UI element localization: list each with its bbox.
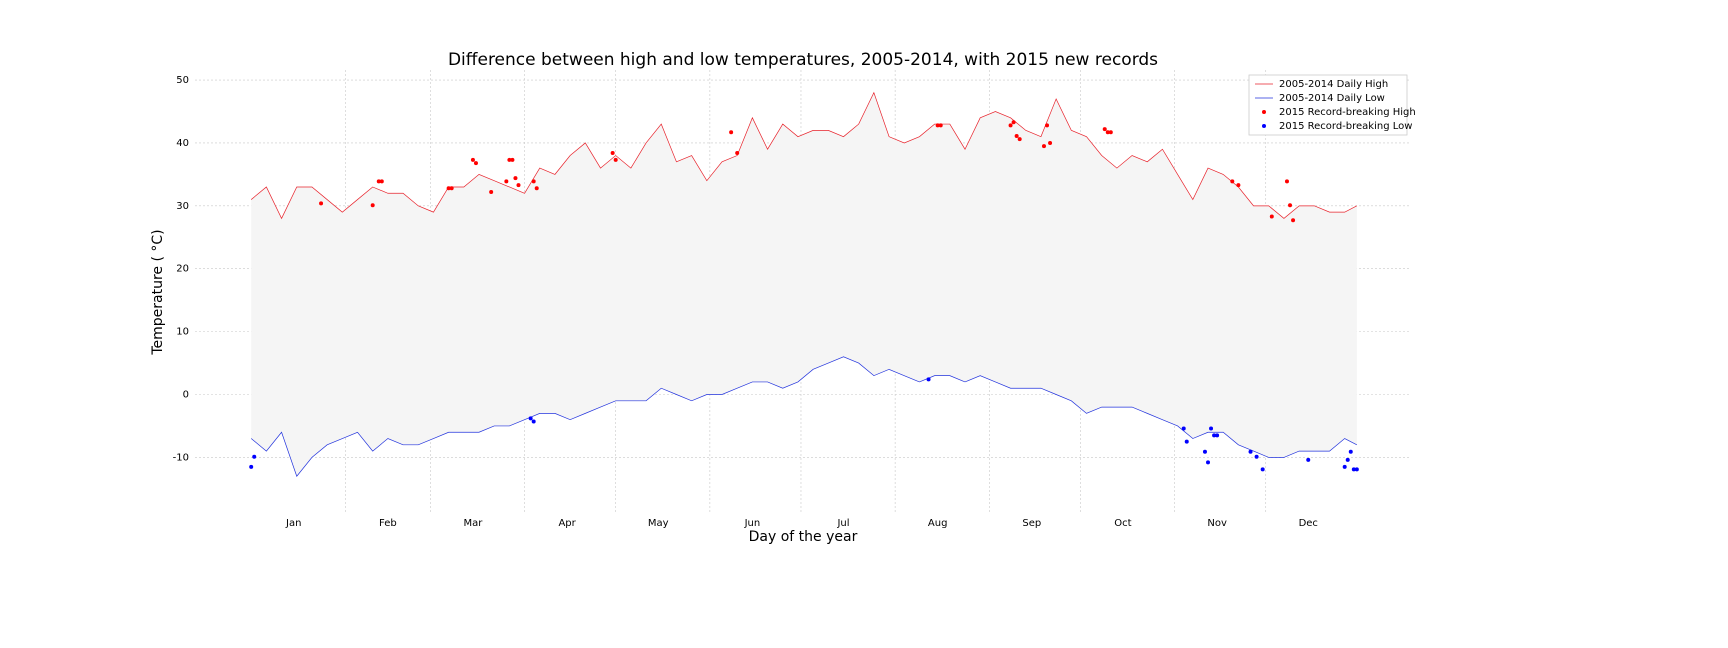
record-point <box>531 179 536 184</box>
record-point <box>1215 433 1220 438</box>
x-tick-label: Mar <box>463 518 483 529</box>
record-point <box>613 157 618 162</box>
record-point <box>504 179 509 184</box>
record-point <box>1348 449 1353 454</box>
record-point <box>510 157 515 162</box>
y-tick-label: 50 <box>176 75 189 86</box>
record-point <box>1108 130 1113 135</box>
record-point <box>1248 449 1253 454</box>
record-point <box>1354 467 1359 472</box>
record-point <box>735 151 740 156</box>
record-point <box>376 179 381 184</box>
y-tick-label: 30 <box>176 201 189 212</box>
x-tick-label: Apr <box>558 518 576 529</box>
record-point <box>1230 179 1235 184</box>
record-point <box>252 454 257 459</box>
record-point <box>534 186 539 191</box>
y-axis-label: Temperature ( °C) <box>150 229 166 355</box>
record-point <box>1014 134 1019 139</box>
record-point <box>1236 183 1241 188</box>
line <box>250 356 1358 477</box>
record-point <box>379 179 384 184</box>
y-tick-label: 20 <box>176 264 189 275</box>
y-tick-label: 10 <box>176 327 189 338</box>
x-tick-label: Dec <box>1299 518 1318 529</box>
line <box>250 91 1358 220</box>
legend-label: 2015 Record-breaking Low <box>1279 121 1412 132</box>
record-point <box>319 201 324 206</box>
record-point <box>729 130 734 135</box>
record-point <box>935 123 940 128</box>
x-tick-label: Jan <box>285 518 301 529</box>
record-point <box>1045 123 1050 128</box>
record-point <box>1181 426 1186 431</box>
record-point <box>1345 457 1350 462</box>
x-tick-label: Jul <box>836 518 849 529</box>
record-point <box>1202 449 1207 454</box>
record-point <box>1041 144 1046 149</box>
x-tick-label: Nov <box>1207 518 1227 529</box>
legend-label: 2005-2014 Daily High <box>1279 79 1388 90</box>
record-point <box>1351 467 1356 472</box>
legend-swatch <box>1262 124 1266 128</box>
record-point <box>1284 179 1289 184</box>
record-point <box>516 183 521 188</box>
record-point <box>489 190 494 195</box>
record-point <box>473 161 478 166</box>
record-point <box>1342 464 1347 469</box>
y-tick-label: 40 <box>176 138 189 149</box>
record-point <box>1288 203 1293 208</box>
record-point <box>370 203 375 208</box>
record-point <box>470 157 475 162</box>
x-tick-label: Jun <box>744 518 761 529</box>
record-point <box>1212 433 1217 438</box>
record-point <box>1102 127 1107 132</box>
record-point <box>249 464 254 469</box>
legend-label: 2005-2014 Daily Low <box>1279 93 1385 104</box>
record-point <box>1048 140 1053 145</box>
x-tick-label: May <box>648 518 669 529</box>
record-point <box>1184 439 1189 444</box>
record-point <box>610 151 615 156</box>
chart-title: Difference between high and low temperat… <box>448 50 1158 70</box>
record-point <box>531 419 536 424</box>
legend-label: 2015 Record-breaking High <box>1279 107 1416 118</box>
record-point <box>1291 218 1296 223</box>
x-tick-label: Sep <box>1022 518 1041 529</box>
legend-box <box>1248 74 1408 136</box>
x-tick-label: Feb <box>379 518 397 529</box>
record-point <box>1105 130 1110 135</box>
record-point <box>1254 454 1259 459</box>
record-point <box>1206 460 1211 465</box>
y-tick-label: 0 <box>183 390 189 401</box>
x-tick-label: Aug <box>928 518 948 529</box>
plot-layer <box>249 91 1359 477</box>
x-axis-label: Day of the year <box>749 529 858 545</box>
record-point <box>926 377 931 382</box>
record-point <box>1269 214 1274 219</box>
record-point <box>449 186 454 191</box>
record-point <box>1306 457 1311 462</box>
record-point <box>1209 426 1214 431</box>
record-point <box>938 123 943 128</box>
record-point <box>1008 123 1013 128</box>
legend-swatch <box>1262 110 1266 114</box>
record-point <box>528 416 533 421</box>
y-tick-label: -10 <box>173 452 189 463</box>
record-point <box>507 157 512 162</box>
record-point <box>513 176 518 181</box>
fill-between <box>251 92 1357 477</box>
record-point <box>446 186 451 191</box>
record-point <box>1011 120 1016 125</box>
record-point <box>1260 467 1265 472</box>
legend: 2005-2014 Daily High 2005-2014 Daily Low 2… <box>1248 74 1416 136</box>
record-point <box>1017 137 1022 142</box>
x-tick-label: Oct <box>1114 518 1131 529</box>
